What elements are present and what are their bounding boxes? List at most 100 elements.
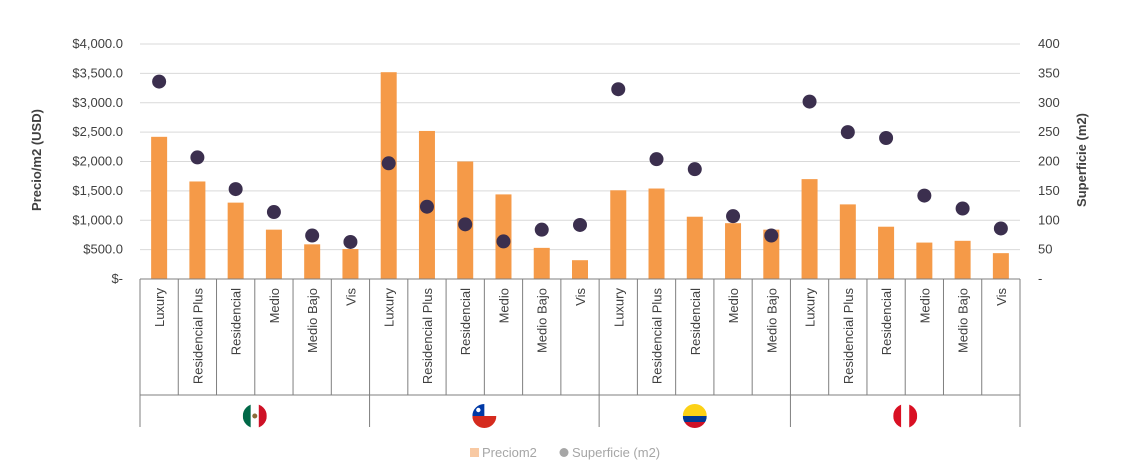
bar-preciom2: [763, 229, 780, 279]
category-label: Luxury: [382, 288, 397, 328]
flag-stripe: [682, 416, 707, 422]
category-label: Medio Bajo: [305, 288, 320, 353]
category-label: Vis: [573, 288, 588, 306]
category-label: Residencial: [458, 288, 473, 355]
dot-superficie: [687, 162, 702, 177]
dot-superficie: [458, 217, 473, 232]
bar-preciom2: [801, 179, 818, 279]
flag-stripe: [909, 404, 918, 428]
category-label: Medio: [917, 288, 932, 323]
flag-stripe: [258, 404, 267, 428]
category-label: Residencial Plus: [841, 288, 856, 385]
dot-superficie: [534, 222, 549, 237]
dot-superficie: [955, 201, 970, 216]
y-tick-label: $1,500.0: [72, 183, 123, 198]
bar-preciom2: [265, 229, 282, 279]
y-tick-label: $3,500.0: [72, 65, 123, 80]
dot-superficie: [840, 125, 855, 140]
bar-preciom2: [839, 204, 856, 279]
dot-superficie: [228, 182, 243, 197]
category-label: Residencial: [688, 288, 703, 355]
y2-axis-title: Superficie (m2): [1074, 113, 1089, 207]
bar-preciom2: [304, 244, 321, 279]
bar-preciom2: [533, 247, 550, 279]
category-label: Luxury: [611, 288, 626, 328]
y2-tick-label: 200: [1038, 154, 1060, 169]
legend: Preciom2 Superficie (m2): [470, 445, 660, 460]
bar-preciom2: [572, 260, 588, 279]
category-label: Residencial Plus: [420, 288, 435, 385]
category-label: Medio: [267, 288, 282, 323]
dot-superficie: [573, 217, 587, 232]
category-label: Residencial Plus: [650, 288, 665, 385]
dot-superficie: [764, 228, 779, 243]
dot-superficie: [726, 209, 741, 224]
peru-flag-icon: [893, 404, 918, 428]
dot-superficie: [802, 94, 817, 109]
category-label: Medio: [726, 288, 741, 323]
flag-body: [472, 404, 497, 428]
y2-tick-label: -: [1038, 271, 1042, 286]
flag-stripe: [472, 416, 497, 428]
bar-preciom2: [725, 223, 742, 279]
y-tick-label: $500.0: [83, 242, 123, 257]
category-label: Residencial: [229, 288, 244, 355]
dot-superficie: [419, 199, 434, 214]
bar-preciom2: [916, 242, 933, 279]
bar-preciom2: [648, 188, 665, 279]
y2-tick-label: 100: [1038, 212, 1060, 227]
legend-swatch-preciom2: [470, 448, 479, 457]
bar-preciom2: [686, 216, 703, 279]
y-tick-label: $4,000.0: [72, 36, 123, 51]
dot-superficie: [266, 205, 281, 220]
flag-body: [682, 404, 707, 428]
bar-preciom2: [151, 136, 168, 279]
chile-flag-icon: [472, 404, 497, 428]
flag-stripe: [682, 404, 707, 416]
category-label: Medio Bajo: [764, 288, 779, 353]
dot-superficie: [879, 131, 894, 145]
category-label: Medio Bajo: [956, 288, 971, 353]
category-label: Vis: [343, 288, 358, 306]
category-label: Medio Bajo: [535, 288, 550, 353]
bar-preciom2: [189, 181, 206, 279]
mexico-flag-icon: [242, 404, 267, 428]
y-tick-label: $3,000.0: [72, 95, 123, 110]
dot-superficie: [993, 221, 1008, 236]
y2-tick-label: 300: [1038, 95, 1060, 110]
colombia-flag-icon: [682, 404, 707, 428]
legend-label-preciom2: Preciom2: [482, 445, 537, 460]
y2-tick-label: 400: [1038, 36, 1060, 51]
y-tick-label: $-: [111, 271, 123, 286]
dot-superficie: [496, 234, 511, 249]
bar-preciom2: [380, 72, 397, 279]
bar-preciom2: [610, 190, 627, 279]
dot-superficie: [381, 156, 396, 171]
y-tick-label: $2,500.0: [72, 124, 123, 139]
dot-superficie: [917, 188, 932, 203]
dot-superficie: [305, 228, 320, 243]
category-label: Vis: [994, 288, 1009, 306]
category-label: Luxury: [152, 288, 167, 328]
bar-preciom2: [992, 253, 1009, 279]
flag-star: [476, 407, 481, 413]
category-label: Medio: [496, 288, 511, 323]
y-tick-label: $1,000.0: [72, 212, 123, 227]
bar-preciom2: [342, 249, 359, 279]
y2-tick-label: 150: [1038, 183, 1060, 198]
y-axis-title: Precio/m2 (USD): [29, 109, 44, 211]
legend-swatch-superficie: [559, 448, 569, 457]
bar-preciom2: [954, 240, 971, 279]
y2-tick-label: 350: [1038, 65, 1060, 80]
flag-stripe: [901, 404, 910, 428]
dot-superficie: [649, 152, 664, 167]
bar-preciom2: [878, 226, 895, 279]
flag-stripe: [242, 404, 251, 428]
dot-superficie: [611, 82, 626, 97]
flag-body: [893, 404, 918, 428]
flag-emblem: [252, 413, 258, 419]
dot-superficie: [343, 234, 358, 249]
dot-superficie: [190, 150, 205, 165]
